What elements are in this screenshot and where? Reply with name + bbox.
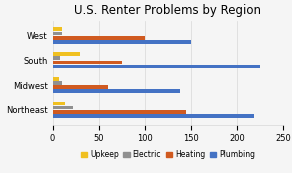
Bar <box>53 106 73 110</box>
Bar <box>53 77 59 81</box>
Bar <box>53 32 62 35</box>
Bar <box>53 81 62 85</box>
Bar <box>53 110 186 114</box>
Title: U.S. Renter Problems by Region: U.S. Renter Problems by Region <box>74 4 261 17</box>
Bar <box>53 52 80 56</box>
Bar <box>53 61 122 64</box>
Bar <box>53 89 180 93</box>
Bar <box>53 102 65 105</box>
Bar <box>53 114 254 118</box>
Bar <box>53 40 191 44</box>
Bar <box>53 28 62 31</box>
Legend: Upkeep, Electric, Heating, Plumbing: Upkeep, Electric, Heating, Plumbing <box>78 147 258 162</box>
Bar <box>53 65 260 69</box>
Bar <box>53 56 60 60</box>
Bar <box>53 85 108 89</box>
Bar <box>53 36 145 40</box>
